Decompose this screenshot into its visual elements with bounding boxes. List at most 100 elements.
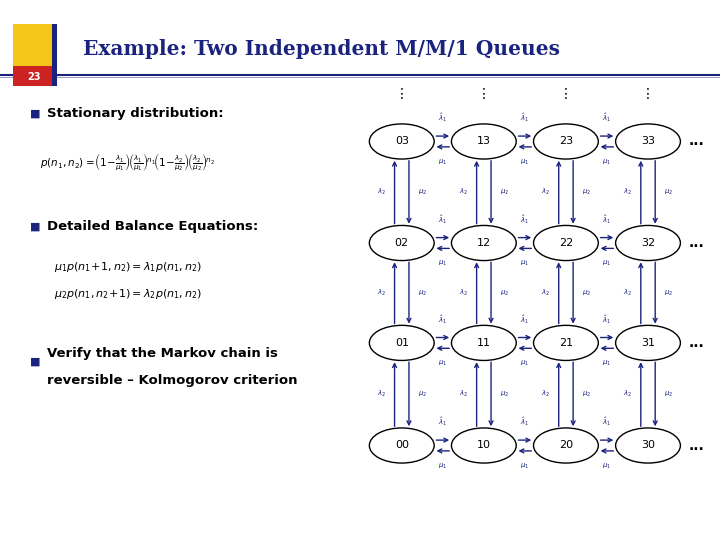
Text: $\mu_1$: $\mu_1$ (603, 359, 611, 368)
Text: $\mu_1$: $\mu_1$ (438, 462, 447, 471)
Text: Example: Two Independent M/M/1 Queues: Example: Two Independent M/M/1 Queues (83, 38, 560, 59)
Text: $\hat{\lambda}_1$: $\hat{\lambda}_1$ (438, 416, 447, 428)
Text: $\mu_2$: $\mu_2$ (582, 389, 591, 399)
Text: $\hat{\lambda}_1$: $\hat{\lambda}_1$ (521, 313, 529, 326)
Text: $\mu_2$: $\mu_2$ (582, 187, 591, 197)
Text: $\hat{\lambda}_1$: $\hat{\lambda}_1$ (521, 112, 529, 124)
Ellipse shape (369, 428, 434, 463)
Text: 10: 10 (477, 441, 491, 450)
Text: ■: ■ (30, 109, 41, 118)
Ellipse shape (369, 226, 434, 261)
Text: 33: 33 (641, 137, 655, 146)
Text: $\lambda_2$: $\lambda_2$ (377, 389, 386, 399)
Text: Verify that the Markov chain is: Verify that the Markov chain is (47, 347, 278, 360)
Text: $\hat{\lambda}_1$: $\hat{\lambda}_1$ (603, 112, 611, 124)
Text: $\hat{\lambda}_1$: $\hat{\lambda}_1$ (438, 112, 447, 124)
FancyBboxPatch shape (13, 24, 55, 73)
Text: 11: 11 (477, 338, 491, 348)
Ellipse shape (451, 124, 516, 159)
Text: $\hat{\lambda}_1$: $\hat{\lambda}_1$ (521, 213, 529, 226)
Text: 30: 30 (641, 441, 655, 450)
Text: $\lambda_2$: $\lambda_2$ (541, 389, 550, 399)
Text: 12: 12 (477, 238, 491, 248)
Text: $\mu_1$: $\mu_1$ (603, 158, 611, 167)
Text: $\hat{\lambda}_1$: $\hat{\lambda}_1$ (603, 213, 611, 226)
Text: $\mu_1$: $\mu_1$ (438, 259, 447, 268)
Text: $\mu_1$: $\mu_1$ (521, 158, 529, 167)
FancyBboxPatch shape (13, 66, 55, 86)
Ellipse shape (616, 226, 680, 261)
Text: Detailed Balance Equations:: Detailed Balance Equations: (47, 220, 258, 233)
Text: $\hat{\lambda}_1$: $\hat{\lambda}_1$ (603, 416, 611, 428)
Ellipse shape (534, 124, 598, 159)
Text: reversible – Kolmogorov criterion: reversible – Kolmogorov criterion (47, 374, 297, 387)
Text: $\mu_1$: $\mu_1$ (521, 462, 529, 471)
Text: $\mu_2$: $\mu_2$ (418, 389, 427, 399)
Ellipse shape (451, 325, 516, 361)
Text: ■: ■ (30, 357, 41, 367)
Text: $\mu_1$: $\mu_1$ (521, 259, 529, 268)
Text: $\hat{\lambda}_1$: $\hat{\lambda}_1$ (438, 313, 447, 326)
Ellipse shape (616, 428, 680, 463)
Text: $\lambda_2$: $\lambda_2$ (623, 389, 632, 399)
Text: ...: ... (689, 336, 705, 350)
Text: ⋮: ⋮ (395, 87, 409, 101)
Text: ■: ■ (30, 222, 41, 232)
Ellipse shape (534, 325, 598, 361)
Text: ⋮: ⋮ (477, 87, 491, 101)
Text: $\mu_1$: $\mu_1$ (603, 462, 611, 471)
Text: 00: 00 (395, 441, 409, 450)
Text: $\lambda_2$: $\lambda_2$ (541, 187, 550, 197)
Ellipse shape (369, 325, 434, 361)
Text: $\mu_2$: $\mu_2$ (664, 389, 673, 399)
Ellipse shape (451, 428, 516, 463)
Text: $\lambda_2$: $\lambda_2$ (623, 288, 632, 298)
Text: 32: 32 (641, 238, 655, 248)
Text: $\mu_2$: $\mu_2$ (582, 288, 591, 298)
Text: $\lambda_2$: $\lambda_2$ (377, 187, 386, 197)
Text: $\lambda_2$: $\lambda_2$ (459, 187, 468, 197)
Text: 23: 23 (27, 72, 40, 82)
Text: $\lambda_2$: $\lambda_2$ (459, 389, 468, 399)
Text: $\mu_1$: $\mu_1$ (603, 259, 611, 268)
Text: $\hat{\lambda}_1$: $\hat{\lambda}_1$ (521, 416, 529, 428)
Text: ⋮: ⋮ (559, 87, 573, 101)
Text: $\mu_2$: $\mu_2$ (500, 288, 509, 298)
Text: 03: 03 (395, 137, 409, 146)
Text: $\hat{\lambda}_1$: $\hat{\lambda}_1$ (438, 213, 447, 226)
Text: $\hat{\lambda}_1$: $\hat{\lambda}_1$ (603, 313, 611, 326)
Text: $\mu_2$: $\mu_2$ (500, 187, 509, 197)
Text: $\lambda_2$: $\lambda_2$ (377, 288, 386, 298)
Text: $\mu_1$: $\mu_1$ (438, 359, 447, 368)
Text: 23: 23 (559, 137, 573, 146)
Text: ...: ... (689, 236, 705, 250)
Text: ⋮: ⋮ (641, 87, 655, 101)
Ellipse shape (369, 124, 434, 159)
Text: ...: ... (689, 134, 705, 149)
Text: $\mu_2$: $\mu_2$ (418, 288, 427, 298)
Text: 31: 31 (641, 338, 655, 348)
Text: $\mu_1$: $\mu_1$ (521, 359, 529, 368)
Ellipse shape (534, 428, 598, 463)
Text: $\lambda_2$: $\lambda_2$ (541, 288, 550, 298)
Text: 13: 13 (477, 137, 491, 146)
Text: $\mu_2$: $\mu_2$ (664, 187, 673, 197)
Text: 02: 02 (395, 238, 409, 248)
Text: $\mu_1 p(n_1\!+\!1,n_2)=\lambda_1 p(n_1,n_2)$: $\mu_1 p(n_1\!+\!1,n_2)=\lambda_1 p(n_1,… (54, 260, 202, 274)
Text: Stationary distribution:: Stationary distribution: (47, 107, 223, 120)
Ellipse shape (616, 124, 680, 159)
Ellipse shape (616, 325, 680, 361)
Text: $\lambda_2$: $\lambda_2$ (459, 288, 468, 298)
Text: $\mu_2$: $\mu_2$ (664, 288, 673, 298)
Text: $\mu_2$: $\mu_2$ (418, 187, 427, 197)
Text: $\mu_2 p(n_1,n_2\!+\!1)=\lambda_2 p(n_1,n_2)$: $\mu_2 p(n_1,n_2\!+\!1)=\lambda_2 p(n_1,… (54, 287, 202, 301)
Text: $\lambda_2$: $\lambda_2$ (623, 187, 632, 197)
Ellipse shape (534, 226, 598, 261)
Ellipse shape (451, 226, 516, 261)
Text: 01: 01 (395, 338, 409, 348)
Text: 21: 21 (559, 338, 573, 348)
Text: $p(n_1,n_2)=\!\left(1\!-\!\frac{\lambda_1}{\mu_1}\right)\!\left(\frac{\lambda_1}: $p(n_1,n_2)=\!\left(1\!-\!\frac{\lambda_… (40, 151, 215, 173)
Text: 22: 22 (559, 238, 573, 248)
Text: 20: 20 (559, 441, 573, 450)
FancyBboxPatch shape (52, 24, 57, 86)
